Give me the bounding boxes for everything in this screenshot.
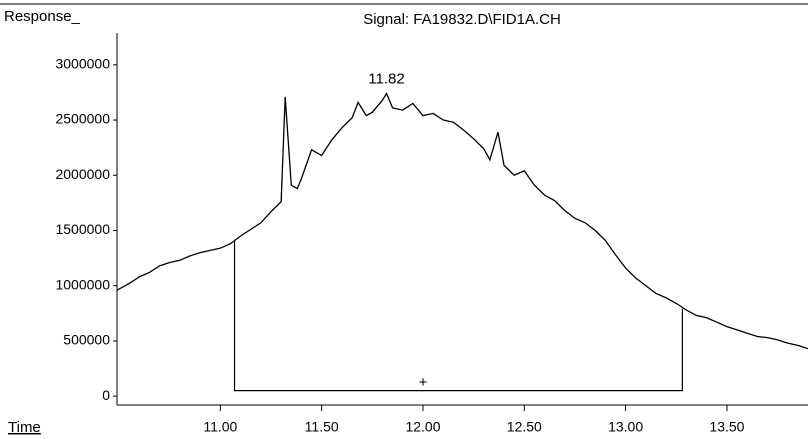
y-tick-label: 0 (102, 387, 110, 403)
peak-label: 11.82 (368, 71, 404, 88)
x-tick-label: 11.00 (203, 419, 237, 435)
y-tick-label: 500000 (63, 332, 110, 348)
y-tick-label: 2500000 (55, 111, 110, 127)
y-tick-label: 3000000 (55, 56, 110, 72)
chart-title: Signal: FA19832.D\FID1A.CH (363, 11, 561, 28)
integration-baseline (233, 241, 683, 392)
y-tick-label: 2000000 (55, 166, 110, 182)
x-tick-label: 13.50 (709, 419, 744, 435)
y-axis-label: Response_ (4, 8, 81, 25)
signal-line (116, 92, 808, 350)
y-tick-label: 1500000 (55, 221, 110, 237)
integration-marker: + (419, 374, 428, 391)
x-tick-label: 12.50 (507, 419, 542, 435)
x-tick-label: 12.00 (405, 419, 440, 435)
x-tick-label: 13.00 (608, 419, 643, 435)
y-tick-label: 1000000 (55, 276, 110, 292)
x-axis-label: Time (8, 419, 41, 436)
x-tick-label: 11.50 (305, 419, 339, 435)
